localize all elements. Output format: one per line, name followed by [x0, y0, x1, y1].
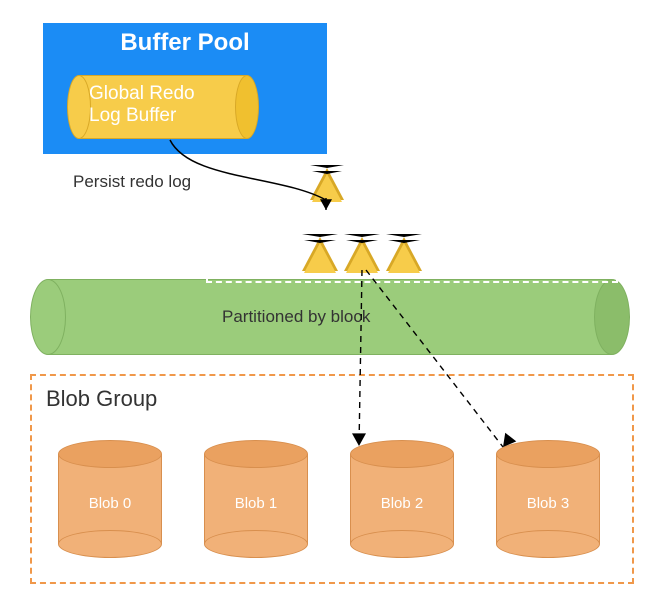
blob-cylinder: Blob 3	[496, 440, 600, 558]
blob-group-title: Blob Group	[46, 386, 157, 412]
buffer-pool-title: Buffer Pool	[43, 23, 327, 57]
blob-label: Blob 3	[496, 495, 600, 512]
triangle-icon	[310, 165, 344, 200]
blob-label: Blob 1	[204, 495, 308, 512]
triangle-icon	[386, 234, 422, 271]
triangle-icon	[344, 234, 380, 271]
blob-cylinder: Blob 2	[350, 440, 454, 558]
triangle-icon	[302, 234, 338, 271]
redo-log-buffer-label: Global Redo Log Buffer	[67, 83, 259, 127]
io-ring-ellipsis: ......	[465, 243, 507, 264]
partitioned-by-block-label: Partitioned by block	[222, 307, 370, 327]
log-storage-label: Log Storage	[48, 241, 176, 267]
blob-cylinder: Blob 0	[58, 440, 162, 558]
cylinder-cap-left	[30, 279, 66, 355]
blob-label: Blob 2	[350, 495, 454, 512]
io-ring-label: IO Ring	[216, 228, 263, 244]
redo-log-buffer-cylinder: Global Redo Log Buffer	[67, 75, 259, 139]
blob-cylinder: Blob 1	[204, 440, 308, 558]
persist-redo-log-label: Persist redo log	[73, 172, 191, 192]
cylinder-cap-right	[594, 279, 630, 355]
blob-label: Blob 0	[58, 495, 162, 512]
